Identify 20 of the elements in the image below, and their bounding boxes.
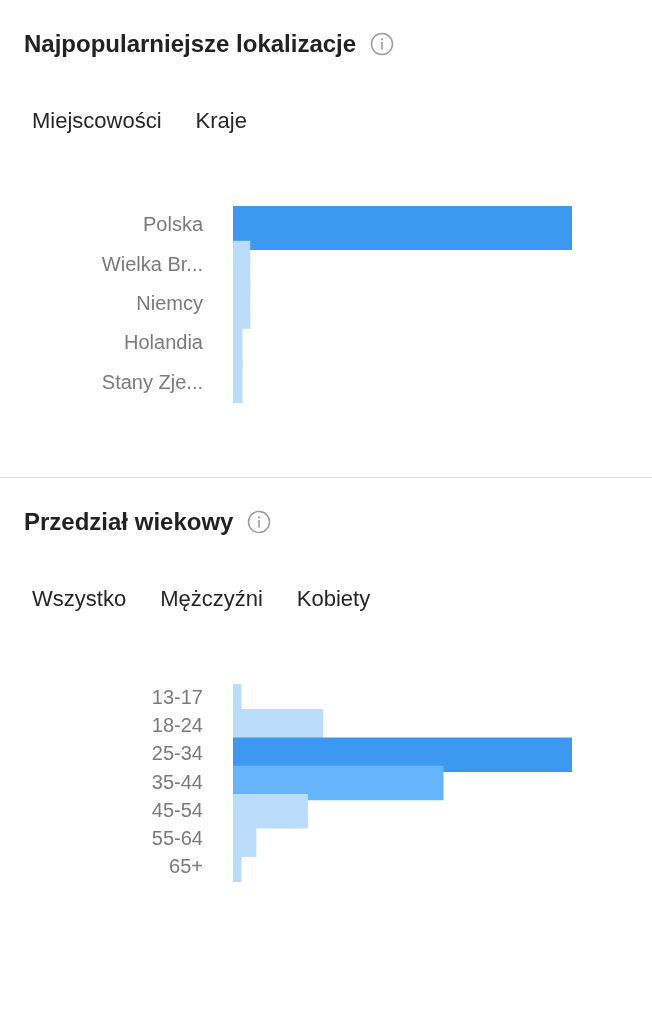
y-tick-label: 13-17 [151, 685, 203, 708]
y-tick-label: Niemcy [136, 292, 203, 315]
y-tick-label: Wielka Br... [101, 252, 203, 275]
y-tick-label: 18-24 [151, 713, 203, 736]
y-tick-label: Polska [142, 213, 204, 236]
y-tick-label: Stany Zje... [101, 370, 203, 393]
y-tick-label: Holandia [124, 331, 204, 354]
text: Wszystko [32, 586, 127, 612]
text: Kraje [195, 108, 247, 134]
y-tick-label: 45-54 [151, 798, 203, 821]
y-tick-label: 65+ [169, 855, 203, 878]
text: Mężczyźni [160, 586, 263, 612]
y-tick-label: 25-34 [151, 742, 203, 765]
text: Miejscowości [32, 108, 162, 134]
y-tick-label: 55-64 [151, 827, 203, 850]
bar [233, 765, 444, 801]
text: Kobiety [296, 586, 371, 612]
chart-title: Przedział wiekowy [24, 508, 234, 536]
y-tick-label: 35-44 [151, 770, 203, 793]
chart-title: Najpopularniejsze lokalizacje [24, 30, 357, 58]
